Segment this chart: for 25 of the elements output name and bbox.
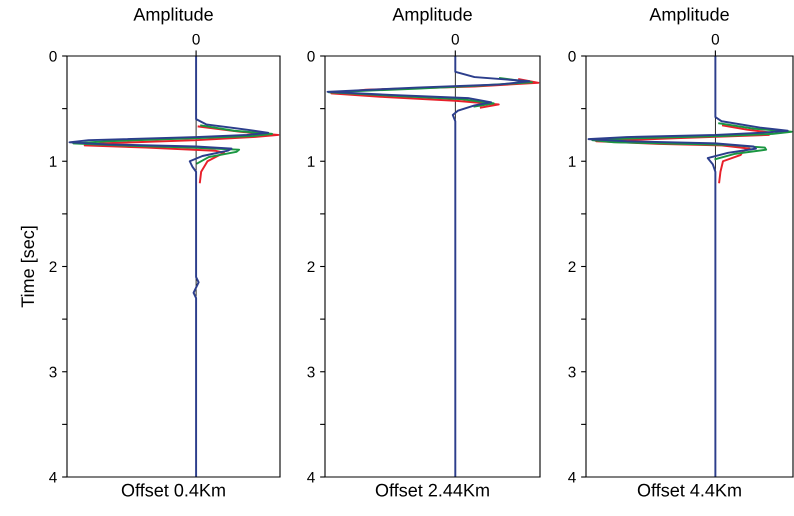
y-tick-label: 1 bbox=[308, 156, 315, 167]
text: 0 bbox=[452, 34, 459, 45]
y-tick-label: 3 bbox=[49, 366, 57, 378]
y-tick-label: 1 bbox=[50, 156, 57, 167]
y-tick-label: 0 bbox=[568, 50, 576, 62]
y-tick-label: 0 bbox=[307, 50, 315, 62]
y-tick-label: 2 bbox=[50, 261, 57, 272]
text: 0 bbox=[712, 34, 720, 45]
y-tick-label: 3 bbox=[307, 366, 315, 378]
y-tick-label: 2 bbox=[308, 261, 315, 272]
x-axis-title: Offset 0.4Km bbox=[122, 483, 225, 497]
y-tick-label: 1 bbox=[568, 156, 576, 167]
x2-axis-title: Amplitude bbox=[133, 8, 213, 24]
x-axis-title: Offset 4.4Km bbox=[638, 483, 741, 497]
y-tick-label: 0 bbox=[49, 50, 57, 62]
y-tick-label: 4 bbox=[49, 472, 57, 483]
y-axis-title: Time [sec] bbox=[20, 226, 38, 308]
y-tick-label: 4 bbox=[307, 472, 315, 483]
text: 0 bbox=[192, 34, 200, 45]
y-tick-label: 3 bbox=[568, 366, 576, 378]
x2-axis-title: Amplitude bbox=[392, 8, 472, 24]
y-tick-label: 2 bbox=[568, 261, 576, 272]
y-tick-label: 4 bbox=[568, 472, 576, 483]
x2-axis-title: Amplitude bbox=[649, 8, 729, 24]
x-axis-title: Offset 2.44Km bbox=[376, 483, 489, 497]
